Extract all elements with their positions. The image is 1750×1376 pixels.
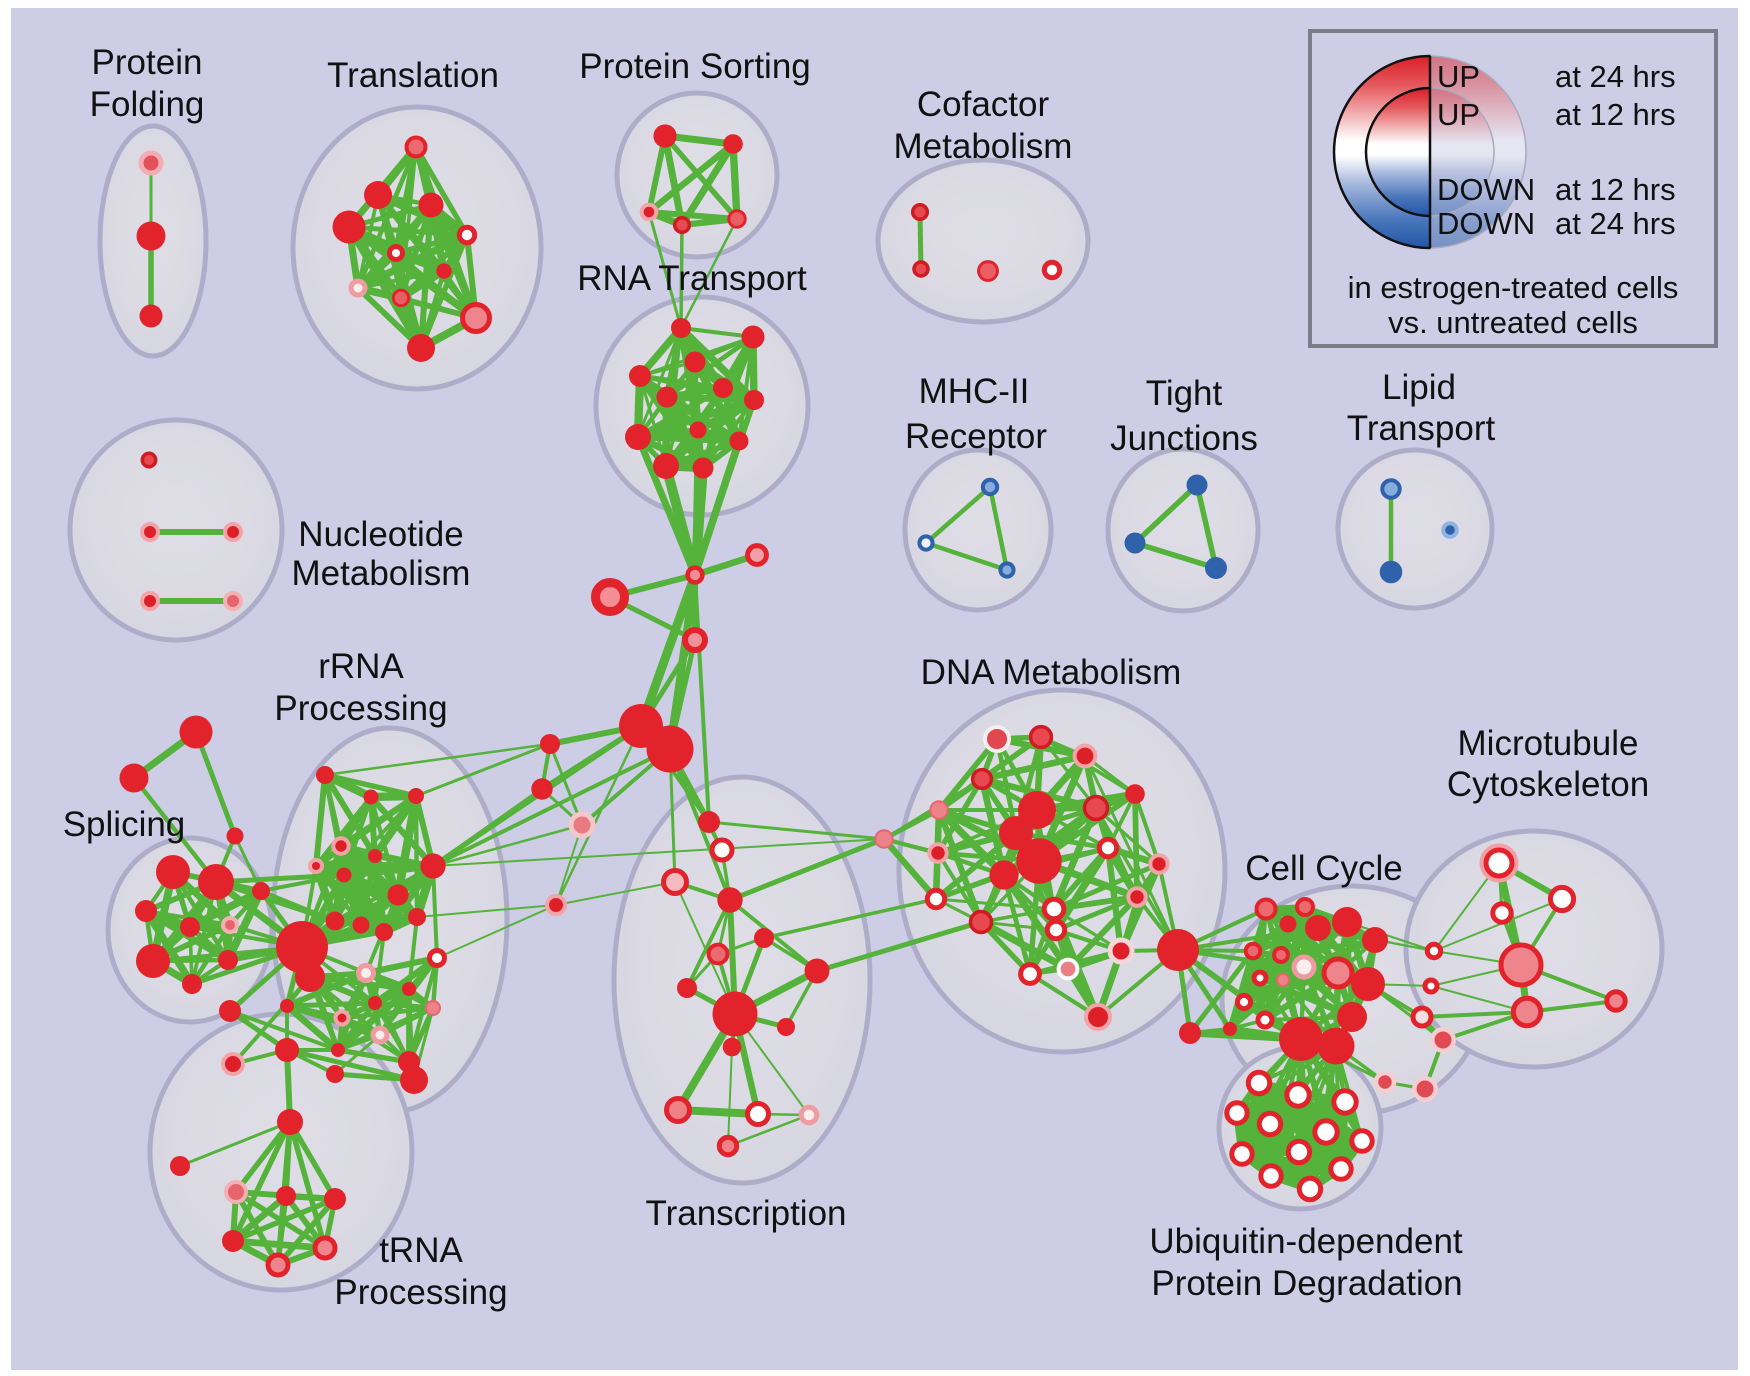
svg-text:tRNA: tRNA <box>379 1231 463 1270</box>
svg-text:Tight: Tight <box>1146 374 1223 413</box>
svg-text:Splicing: Splicing <box>63 805 186 844</box>
svg-text:Protein Sorting: Protein Sorting <box>579 47 811 86</box>
svg-text:in estrogen-treated cells: in estrogen-treated cells <box>1348 270 1679 305</box>
svg-text:Protein: Protein <box>92 43 203 82</box>
svg-text:Protein Degradation: Protein Degradation <box>1151 1264 1462 1303</box>
svg-text:RNA Transport: RNA Transport <box>577 259 807 298</box>
svg-text:Cofactor: Cofactor <box>917 85 1050 124</box>
svg-text:vs. untreated cells: vs. untreated cells <box>1388 305 1638 340</box>
svg-text:at 24 hrs: at 24 hrs <box>1555 206 1676 241</box>
svg-text:at 12 hrs: at 12 hrs <box>1555 172 1676 207</box>
svg-text:Receptor: Receptor <box>905 417 1047 456</box>
svg-text:rRNA: rRNA <box>318 647 404 686</box>
svg-text:DOWN: DOWN <box>1437 172 1535 207</box>
svg-text:UP: UP <box>1437 59 1480 94</box>
svg-text:Cell Cycle: Cell Cycle <box>1245 849 1403 888</box>
svg-text:at 12 hrs: at 12 hrs <box>1555 97 1676 132</box>
svg-text:Cytoskeleton: Cytoskeleton <box>1447 765 1649 804</box>
svg-text:Folding: Folding <box>90 85 205 124</box>
svg-text:Nucleotide: Nucleotide <box>298 515 463 554</box>
svg-text:DOWN: DOWN <box>1437 206 1535 241</box>
svg-text:Junctions: Junctions <box>1110 419 1258 458</box>
svg-text:Processing: Processing <box>334 1273 507 1312</box>
svg-text:Microtubule: Microtubule <box>1458 724 1639 763</box>
svg-text:Translation: Translation <box>327 56 499 95</box>
svg-text:DNA Metabolism: DNA Metabolism <box>921 653 1182 692</box>
svg-text:Ubiquitin-dependent: Ubiquitin-dependent <box>1149 1222 1463 1261</box>
svg-text:Transport: Transport <box>1347 409 1496 448</box>
svg-text:Transcription: Transcription <box>646 1194 847 1233</box>
svg-text:Processing: Processing <box>274 689 447 728</box>
svg-text:at 24 hrs: at 24 hrs <box>1555 59 1676 94</box>
svg-text:UP: UP <box>1437 97 1480 132</box>
svg-text:MHC-II: MHC-II <box>919 372 1030 411</box>
svg-text:Lipid: Lipid <box>1382 368 1456 407</box>
svg-text:Metabolism: Metabolism <box>292 554 471 593</box>
svg-text:Metabolism: Metabolism <box>894 127 1073 166</box>
